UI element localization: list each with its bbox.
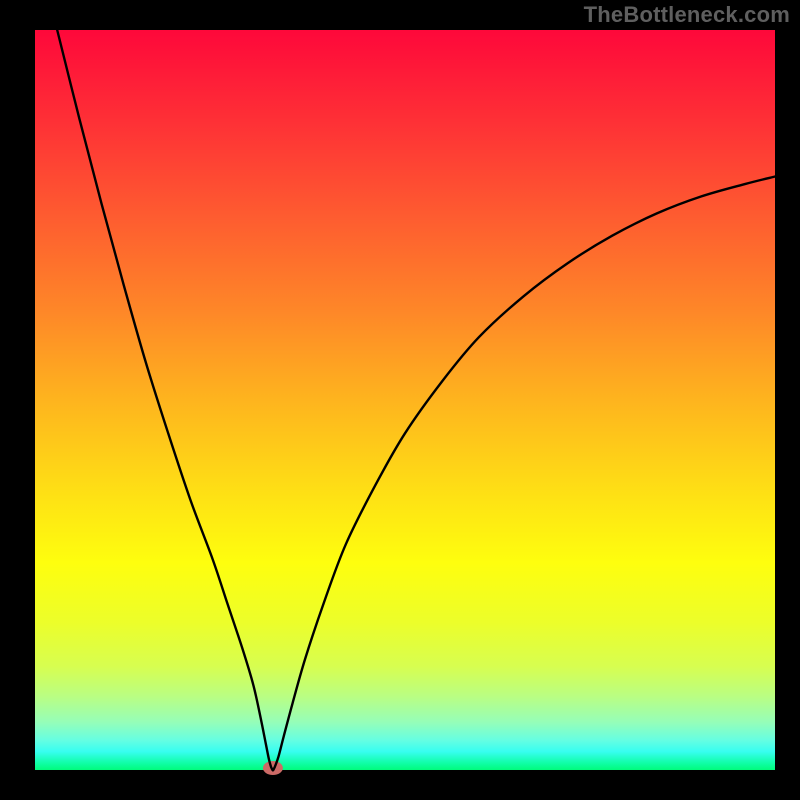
bottleneck-chart: [0, 0, 800, 800]
gradient-background: [35, 30, 775, 770]
watermark-text: TheBottleneck.com: [584, 2, 790, 28]
minimum-marker: [263, 761, 283, 775]
chart-frame: TheBottleneck.com: [0, 0, 800, 800]
